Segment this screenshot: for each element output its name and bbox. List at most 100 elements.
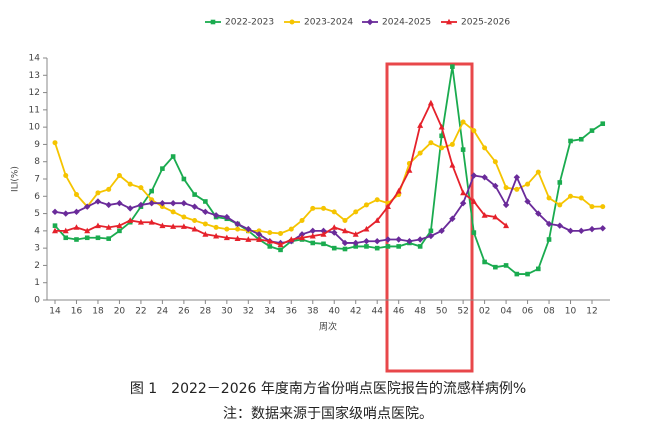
x-tick-label: 50 <box>436 307 448 317</box>
marker <box>127 181 133 187</box>
marker <box>449 161 456 168</box>
marker <box>73 224 80 230</box>
marker <box>471 230 477 235</box>
marker <box>116 222 123 229</box>
marker <box>525 181 531 187</box>
x-tick-label: 28 <box>200 307 212 317</box>
marker <box>63 235 69 241</box>
marker <box>149 197 155 203</box>
marker <box>203 199 208 204</box>
marker <box>245 225 252 233</box>
highlight-box <box>385 62 474 373</box>
marker <box>181 176 187 182</box>
series-line <box>54 66 604 275</box>
marker <box>235 226 241 232</box>
x-tick-label: 42 <box>350 307 361 317</box>
marker <box>556 222 563 229</box>
marker <box>363 238 370 245</box>
x-tick-label: 12 <box>586 307 597 317</box>
marker <box>266 238 273 244</box>
marker <box>62 210 69 217</box>
marker <box>63 173 69 179</box>
marker <box>278 247 283 253</box>
marker <box>267 244 273 249</box>
marker <box>364 244 369 249</box>
marker <box>127 217 134 223</box>
marker <box>84 227 91 234</box>
y-tick-label: 2 <box>34 261 40 271</box>
y-tick-label: 11 <box>29 105 40 115</box>
marker <box>202 231 209 237</box>
marker <box>192 217 198 223</box>
marker <box>374 217 381 223</box>
marker <box>126 205 134 212</box>
marker <box>428 228 434 234</box>
marker <box>589 128 595 133</box>
marker <box>84 235 90 241</box>
marker <box>439 145 445 151</box>
marker <box>137 201 145 209</box>
marker <box>52 227 58 234</box>
marker <box>213 224 219 230</box>
marker <box>321 205 326 211</box>
marker <box>395 236 402 243</box>
legend-label: 2024-2025 <box>382 18 431 28</box>
marker <box>202 221 208 227</box>
marker <box>74 237 79 242</box>
y-tick-label: 12 <box>29 88 40 98</box>
marker <box>320 227 327 235</box>
note: 注：数据来源于国家级哨点医院。 <box>223 405 433 422</box>
x-tick-label: 06 <box>522 307 534 317</box>
marker <box>406 167 413 173</box>
marker <box>545 220 553 228</box>
marker <box>384 236 392 243</box>
marker <box>51 208 59 216</box>
x-tick-label: 18 <box>92 307 104 317</box>
marker <box>224 226 230 232</box>
marker <box>288 226 294 232</box>
marker <box>245 236 252 242</box>
x-tick-label: 14 <box>49 307 61 317</box>
y-tick-label: 4 <box>34 226 40 236</box>
marker <box>267 230 273 236</box>
marker <box>406 238 413 245</box>
marker <box>363 202 369 208</box>
marker <box>159 222 166 229</box>
marker <box>481 174 488 181</box>
marker <box>309 227 316 235</box>
x-tick-label: 24 <box>157 307 169 317</box>
marker <box>439 133 444 139</box>
marker <box>482 259 487 265</box>
marker <box>256 228 262 234</box>
marker <box>289 19 295 25</box>
marker <box>331 229 338 236</box>
marker <box>180 200 188 207</box>
marker <box>310 240 316 246</box>
y-tick-label: 14 <box>29 54 41 64</box>
marker <box>513 174 521 181</box>
marker <box>331 224 338 230</box>
marker <box>94 198 102 205</box>
marker <box>600 121 606 126</box>
marker <box>116 200 123 207</box>
x-tick-label: 02 <box>479 307 490 317</box>
marker <box>106 186 112 192</box>
marker <box>503 222 510 229</box>
marker <box>321 241 326 247</box>
marker <box>202 208 209 216</box>
legend-label: 2022-2023 <box>225 18 274 28</box>
marker <box>73 208 80 216</box>
marker <box>223 234 230 241</box>
x-tick-label: 32 <box>243 307 254 317</box>
marker <box>148 219 155 225</box>
marker <box>137 219 144 225</box>
marker <box>482 145 488 151</box>
marker <box>396 244 401 249</box>
marker <box>471 128 477 134</box>
marker <box>600 204 606 210</box>
marker <box>299 217 305 223</box>
marker <box>212 212 220 219</box>
marker <box>169 200 177 207</box>
y-tick-label: 5 <box>34 209 40 219</box>
series-line <box>54 120 603 235</box>
